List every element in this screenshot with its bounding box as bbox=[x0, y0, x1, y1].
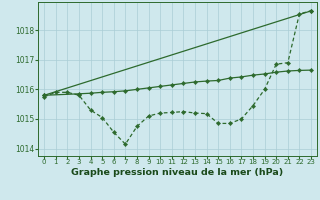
X-axis label: Graphe pression niveau de la mer (hPa): Graphe pression niveau de la mer (hPa) bbox=[71, 168, 284, 177]
